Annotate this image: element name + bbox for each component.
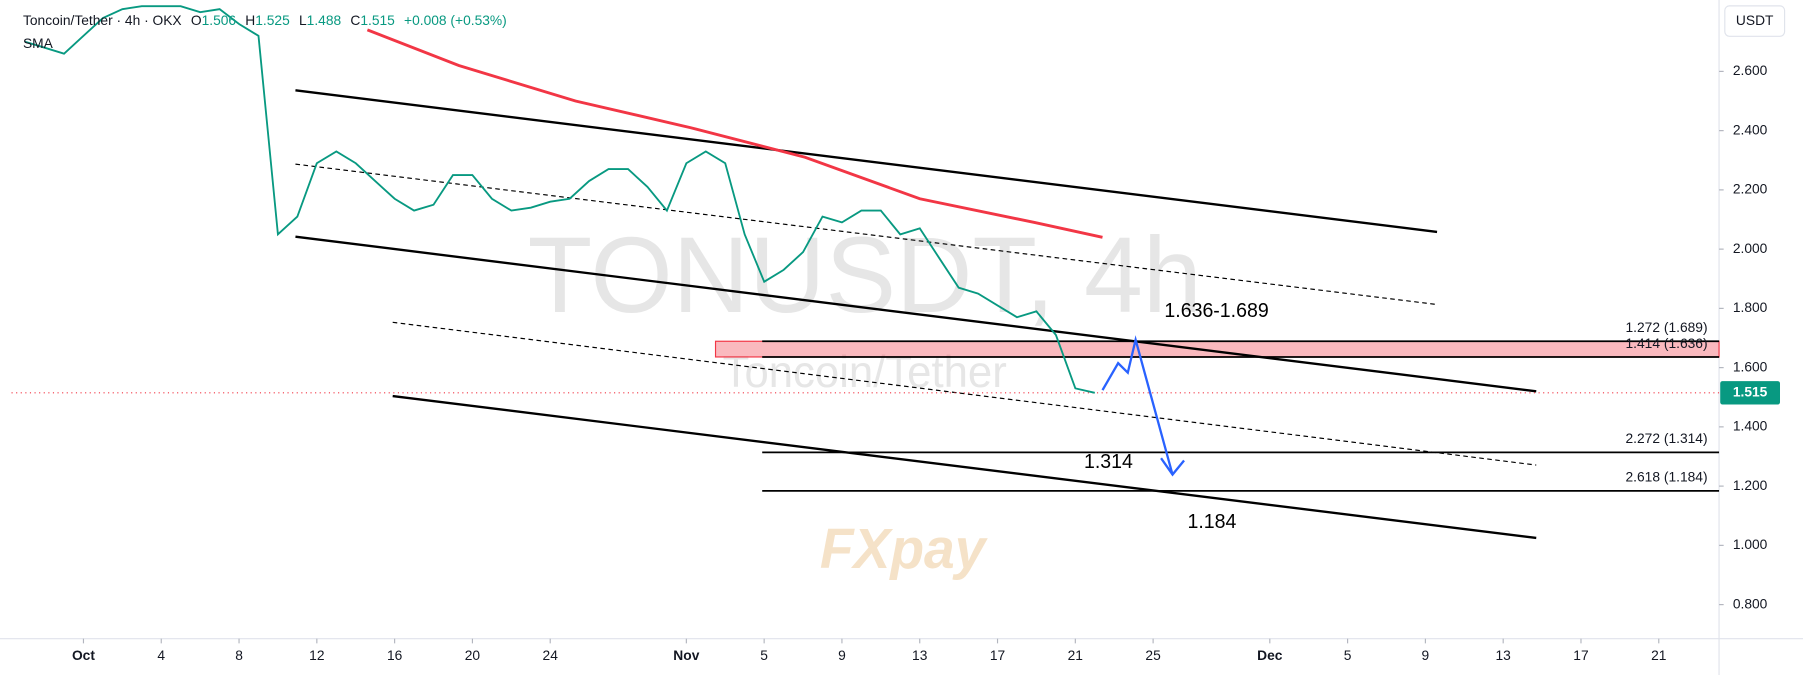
channel-line: [295, 235, 1537, 393]
x-tick-label: 24: [543, 647, 559, 663]
x-tick-label: 5: [760, 647, 768, 663]
x-tick-label: 21: [1068, 647, 1084, 663]
ohlc-key: C: [350, 12, 360, 28]
y-tick-label: 1.600: [1733, 358, 1768, 374]
callout: 1.184: [1188, 511, 1237, 533]
ohlc-value: 1.506: [202, 12, 237, 28]
projection-arrowhead: [1160, 457, 1185, 477]
x-tick-label: 4: [157, 647, 165, 663]
channel-line: [295, 163, 1438, 306]
x-tick-label: Nov: [673, 647, 699, 663]
x-tick-label: 13: [912, 647, 928, 663]
fib-label: 2.272 (1.314): [1626, 430, 1708, 446]
y-tick-label: 2.000: [1733, 240, 1768, 256]
x-tick-label: Oct: [72, 647, 95, 663]
y-tick-label: 2.200: [1733, 180, 1768, 196]
x-tick-label: 20: [465, 647, 481, 663]
x-tick-label: Dec: [1257, 647, 1283, 663]
fib-label: 1.414 (1.636): [1626, 335, 1708, 351]
y-tick-label: 0.800: [1733, 595, 1768, 611]
watermark-symbol: TONUSDT, 4h: [528, 214, 1202, 335]
channel-line: [392, 394, 1537, 540]
ohlc-key: L: [299, 12, 307, 28]
currency: USDT: [1736, 12, 1774, 28]
channel-line: [392, 321, 1537, 466]
x-tick-label: 8: [235, 647, 243, 663]
header-legend: Toncoin/Tether · 4h · OKX O1.506 H1.525 L1.…: [23, 12, 507, 28]
x-tick-label: 9: [1422, 647, 1430, 663]
y-tick-label: 1.000: [1733, 536, 1768, 552]
callout: 1.636-1.689: [1164, 300, 1268, 322]
fib-label: 1.272 (1.689): [1626, 319, 1708, 335]
ohlc-value: 1.525: [255, 12, 290, 28]
price-line: [24, 5, 1095, 394]
x-tick-label: 5: [1344, 647, 1352, 663]
last-price-label: 1.515: [1733, 383, 1768, 399]
y-tick-label: 1.400: [1733, 417, 1768, 433]
ohlc-key: H: [245, 12, 255, 28]
x-tick-label: 9: [838, 647, 846, 663]
x-tick-label: 17: [990, 647, 1006, 663]
price-line: [366, 28, 1103, 239]
projection: [1101, 335, 1174, 475]
x-tick-label: 13: [1496, 647, 1512, 663]
change: +0.008 (+0.53%): [404, 12, 507, 28]
channel-line: [295, 89, 1438, 234]
callout: 1.314: [1084, 451, 1133, 473]
y-tick-label: 1.200: [1733, 477, 1768, 493]
x-tick-label: 16: [387, 647, 403, 663]
y-tick-label: 2.600: [1733, 62, 1768, 78]
y-tick-label: 2.400: [1733, 121, 1768, 137]
watermark-name: Toncoin/Tether: [723, 347, 1007, 396]
x-tick-label: 21: [1651, 647, 1667, 663]
ohlc-value: 1.488: [307, 12, 342, 28]
ohlc-value: 1.515: [360, 12, 395, 28]
currency-button[interactable]: [1724, 5, 1786, 37]
watermark-logo: FXpay: [820, 518, 989, 581]
x-tick-label: 17: [1573, 647, 1589, 663]
y-tick-label: 1.800: [1733, 299, 1768, 315]
x-tick-label: 12: [309, 647, 325, 663]
x-tick-label: 25: [1145, 647, 1161, 663]
last-price-box: [1720, 381, 1781, 405]
fib-label: 2.618 (1.184): [1626, 469, 1708, 485]
indicator-label: SMA: [23, 35, 54, 51]
resistance-zone: [714, 340, 1720, 358]
ohlc-key: O: [191, 12, 202, 28]
symbol: Toncoin/Tether · 4h · OKX: [23, 12, 182, 28]
